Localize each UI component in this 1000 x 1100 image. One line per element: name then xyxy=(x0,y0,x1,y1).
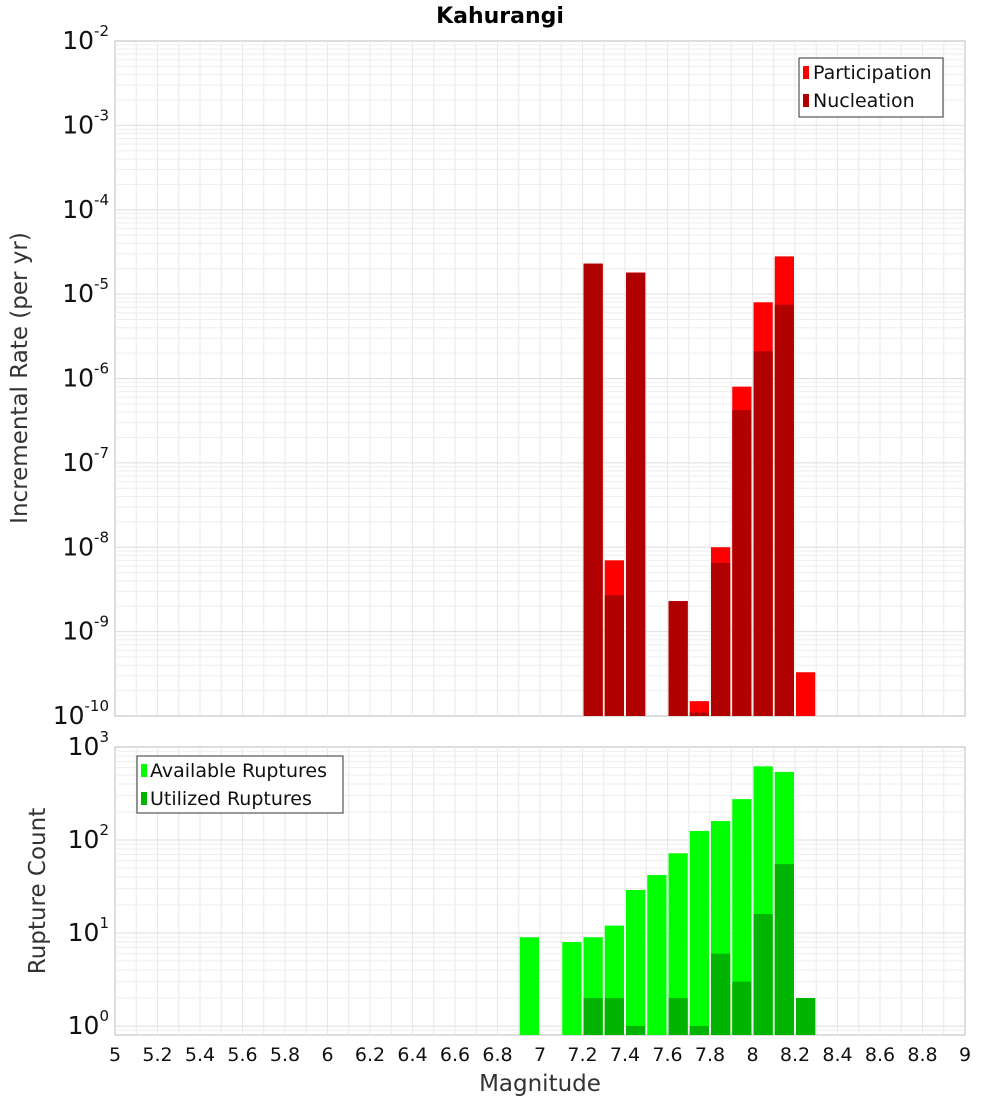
bottom-bar-available-ruptures xyxy=(647,875,667,1035)
bottom-bars xyxy=(519,766,816,1035)
bottom-bar-utilized-ruptures xyxy=(711,953,731,1035)
x-tick-label: 5 xyxy=(109,1044,121,1066)
x-tick-label: 8 xyxy=(746,1044,758,1066)
x-tick-label: 7.6 xyxy=(652,1044,682,1066)
bottom-bar-available-ruptures xyxy=(519,937,539,1035)
utilized-legend-swatch xyxy=(141,792,147,805)
x-tick-labels: 5 5.2 5.4 5.6 5.8 6 6.2 6.4 6.6 6.8 7 7.2 7.4 7.6 7.8 8… xyxy=(109,1044,971,1066)
x-tick-label: 7 xyxy=(534,1044,546,1066)
chart-title: Kahurangi xyxy=(436,4,564,29)
top-bar-nucleation xyxy=(626,272,646,716)
x-tick-label: 6.2 xyxy=(355,1044,385,1066)
x-tick-label: 8.4 xyxy=(822,1044,852,1066)
bottom-bar-utilized-ruptures xyxy=(753,914,773,1035)
bottom-legend: Available Ruptures Utilized Ruptures xyxy=(136,755,344,814)
participation-nucleation-panel: 10-10 10-9 10-8 10-7 10-6 10-5 10-4 10-3 10-2 In… xyxy=(7,22,966,730)
x-tick-label: 6 xyxy=(321,1044,333,1066)
top-legend-box xyxy=(798,57,944,118)
top-y-tick-label: 10-4 xyxy=(62,191,109,224)
top-bar-participation xyxy=(796,672,816,716)
bottom-y-ticks: 100 101 102 103 xyxy=(68,728,109,1040)
bottom-bar-utilized-ruptures xyxy=(689,1025,709,1035)
available-legend-swatch xyxy=(141,764,147,777)
bottom-bar-utilized-ruptures xyxy=(604,997,624,1035)
bottom-bar-available-ruptures xyxy=(732,799,752,1035)
x-tick-label: 5.2 xyxy=(142,1044,172,1066)
top-bar-nucleation xyxy=(604,595,624,716)
bottom-bar-available-ruptures xyxy=(668,853,688,1035)
top-bar-participation xyxy=(689,701,709,716)
bottom-bar-utilized-ruptures xyxy=(583,997,603,1035)
top-y-axis-label: Incremental Rate (per yr) xyxy=(7,232,33,524)
bottom-y-tick-label: 103 xyxy=(68,728,109,761)
bottom-bar-available-ruptures xyxy=(562,942,582,1035)
top-grid xyxy=(115,41,965,716)
available-legend-label: Available Ruptures xyxy=(150,760,327,782)
bottom-bar-utilized-ruptures xyxy=(732,981,752,1035)
nucleation-legend-swatch xyxy=(803,94,809,107)
top-y-ticks: 10-10 10-9 10-8 10-7 10-6 10-5 10-4 10-3 10-2 xyxy=(53,22,109,730)
top-bar-nucleation xyxy=(583,263,603,716)
top-y-tick-label: 10-10 xyxy=(53,697,109,730)
x-tick-label: 7.4 xyxy=(610,1044,640,1066)
top-y-tick-label: 10-6 xyxy=(62,360,109,393)
bottom-legend-box xyxy=(136,755,344,814)
x-tick-label: 8.8 xyxy=(907,1044,937,1066)
x-tick-label: 5.6 xyxy=(227,1044,257,1066)
x-tick-label: 8.6 xyxy=(865,1044,895,1066)
x-tick-label: 9 xyxy=(959,1044,971,1066)
top-bar-nucleation xyxy=(668,601,688,716)
bottom-y-tick-label: 100 xyxy=(68,1007,109,1040)
x-tick-label: 5.8 xyxy=(270,1044,300,1066)
bottom-bar-available-ruptures xyxy=(626,889,646,1035)
top-bar-nucleation xyxy=(732,410,752,716)
x-tick-label: 6.8 xyxy=(482,1044,512,1066)
x-tick-label: 7.8 xyxy=(695,1044,725,1066)
top-y-tick-label: 10-9 xyxy=(62,613,109,646)
top-bar-nucleation xyxy=(753,351,773,716)
bottom-bar-utilized-ruptures xyxy=(668,997,688,1035)
bottom-bar-utilized-ruptures xyxy=(774,864,794,1035)
top-y-tick-label: 10-5 xyxy=(62,275,109,308)
bottom-y-tick-label: 101 xyxy=(68,914,109,947)
utilized-legend-label: Utilized Ruptures xyxy=(150,788,312,810)
top-bar-nucleation xyxy=(689,712,709,716)
top-y-tick-label: 10-8 xyxy=(62,528,109,561)
top-y-tick-label: 10-2 xyxy=(62,22,109,55)
top-legend: Participation Nucleation xyxy=(798,57,944,118)
bottom-y-tick-label: 102 xyxy=(68,821,109,854)
participation-legend-swatch xyxy=(803,66,809,79)
top-bar-nucleation xyxy=(711,563,731,716)
x-axis-label: Magnitude xyxy=(479,1071,601,1097)
top-bars xyxy=(583,256,816,716)
x-tick-label: 8.2 xyxy=(780,1044,810,1066)
participation-legend-label: Participation xyxy=(813,62,932,84)
x-tick-label: 5.4 xyxy=(185,1044,215,1066)
bottom-bar-utilized-ruptures xyxy=(796,997,816,1035)
bottom-y-axis-label: Rupture Count xyxy=(25,808,51,974)
bottom-bar-available-ruptures xyxy=(689,830,709,1035)
top-y-tick-label: 10-3 xyxy=(62,106,109,139)
x-tick-label: 6.6 xyxy=(440,1044,470,1066)
x-tick-label: 7.2 xyxy=(567,1044,597,1066)
rupture-count-panel: 100 101 102 103 5 5.2 5.4 5.6 5.8 6 6.2 6.4 6.6 6.8 7… xyxy=(25,728,971,1097)
top-bar-nucleation xyxy=(774,304,794,716)
top-y-tick-label: 10-7 xyxy=(62,444,109,477)
x-tick-label: 6.4 xyxy=(397,1044,427,1066)
bottom-bar-utilized-ruptures xyxy=(626,1025,646,1035)
nucleation-legend-label: Nucleation xyxy=(813,90,915,112)
